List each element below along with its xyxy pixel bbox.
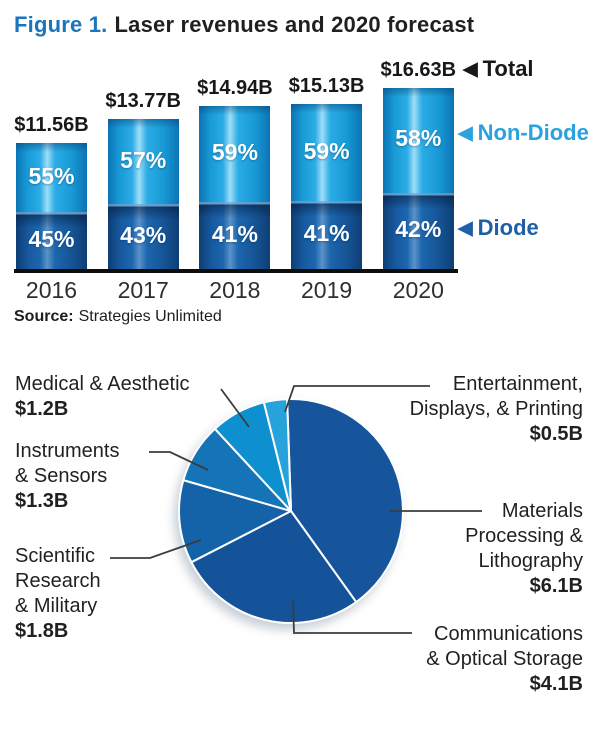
bar-segment-diode (16, 212, 87, 269)
pct-label-diode: 41% (303, 220, 350, 247)
leader-instruments-sensors (149, 451, 209, 471)
pct-label-non-diode: 57% (120, 146, 167, 173)
pct-label-non-diode: 58% (395, 125, 442, 152)
pct-label-diode: 41% (211, 220, 258, 247)
x-axis-line (14, 269, 458, 273)
annotation-diode: ◀ Diode (458, 215, 539, 241)
bar-total-label: $16.63B (380, 58, 457, 81)
annotation-non-diode: ◀ Non-Diode (458, 120, 589, 146)
leader-scientific-military (110, 539, 202, 559)
bar-segment-diode (382, 192, 454, 269)
bar-segment-diode (199, 202, 271, 269)
pie-label-instruments-sensors: Instruments & Sensors $1.3B (15, 440, 120, 512)
pct-label-diode: 45% (28, 225, 75, 252)
leader-communications-storage (292, 600, 412, 634)
annotation-non-diode-label: Non-Diode (477, 120, 589, 145)
stacked-bar-chart: $11.56B 55% 45% 2016 $13.77B 57% 43% 2017 $14.94… (0, 0, 603, 340)
source-text: Strategies Unlimited (78, 308, 222, 325)
figure-number: Figure 1. (14, 12, 108, 37)
leader-entertainment-displays (284, 385, 430, 413)
x-axis-label: 2016 (25, 277, 78, 303)
bar-segment-non-diode (382, 87, 454, 193)
pct-label-diode: 43% (120, 221, 167, 248)
x-axis-label: 2017 (117, 277, 169, 303)
bar-segment-non-diode (291, 104, 363, 202)
x-axis-label: 2018 (209, 277, 261, 303)
bar-segment-non-diode (107, 118, 179, 205)
bar-segment-non-diode (16, 142, 87, 213)
bar-2018 (199, 106, 271, 269)
source-line: Source: Strategies Unlimited (14, 308, 222, 326)
pct-label-non-diode: 59% (303, 137, 350, 164)
annotation-diode-label: Diode (477, 215, 539, 240)
bar-segment-diode (291, 201, 363, 269)
x-axis-label: 2020 (392, 277, 444, 303)
x-axis-label: 2019 (301, 277, 353, 303)
pie-slice-scientific (178, 479, 292, 564)
bar-2019 (291, 104, 363, 269)
pie-label-medical-aesthetic: Medical & Aesthetic $1.2B (15, 373, 190, 420)
bar-total-label: $15.13B (288, 75, 365, 98)
source-label: Source: (14, 308, 74, 325)
annotation-total: ◀ Total (463, 56, 534, 82)
pie-label-materials-lithography: Materials Processing & Lithography $6.1B (465, 500, 583, 597)
arrow-left-icon: ◀ (458, 123, 473, 144)
bar-2017 (107, 118, 179, 269)
pie-slice-entertainment (262, 398, 292, 512)
arrow-left-icon: ◀ (463, 59, 478, 80)
pct-label-non-diode: 55% (28, 162, 75, 189)
pie-label-scientific-military: Scientific Research & Military $1.8B (15, 545, 101, 642)
bar-total-label: $11.56B (14, 113, 89, 136)
pie-slice-materials (286, 398, 404, 604)
bar-total-label: $14.94B (197, 77, 273, 100)
bar-2016 (16, 142, 87, 269)
bar-total-label: $13.77B (105, 89, 181, 112)
arrow-left-icon: ◀ (458, 218, 473, 239)
bar-segment-non-diode (199, 106, 271, 203)
pct-label-diode: 42% (395, 215, 442, 242)
pie-label-entertainment-displays-printing: Entertainment, Displays, & Printing $0.5… (409, 373, 583, 445)
figure-title: Figure 1. Laser revenues and 2020 forecas… (14, 12, 474, 38)
pie-label-communications-storage: Communications & Optical Storage $4.1B (426, 623, 583, 695)
pie-slice-communications (190, 510, 358, 624)
pct-label-non-diode: 59% (211, 139, 258, 166)
leader-medical-aesthetic (220, 388, 250, 428)
bar-segment-diode (107, 204, 179, 269)
figure-title-text: Laser revenues and 2020 forecast (114, 12, 475, 37)
bar-2020 (382, 87, 454, 269)
annotation-total-label: Total (482, 56, 534, 81)
